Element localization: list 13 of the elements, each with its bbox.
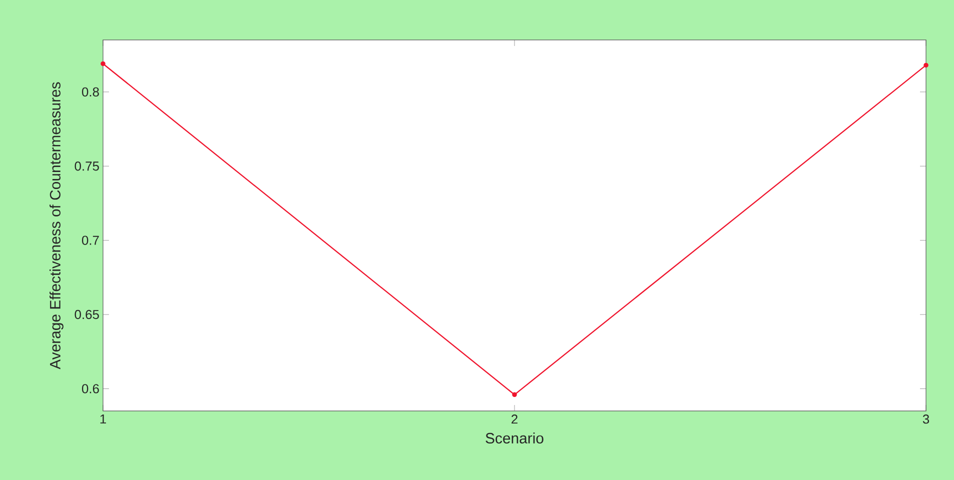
point — [100, 61, 106, 66]
point — [924, 62, 928, 68]
point — [512, 392, 517, 398]
y-tick-label: 0.7 — [82, 236, 99, 245]
y-axis-title: Average Effectiveness of Countermeasures — [50, 82, 64, 370]
x-axis-title: Scenario — [486, 432, 544, 444]
x-tick-label: 1 — [100, 414, 106, 424]
y-tick-label: 0.75 — [74, 162, 99, 171]
y-tick-label: 0.65 — [74, 310, 99, 320]
y-tick-label: 0.6 — [82, 384, 99, 394]
y-tick-label: 0.8 — [82, 87, 99, 97]
x-tick-label: 3 — [922, 414, 930, 424]
x-tick-label: 2 — [512, 414, 518, 424]
